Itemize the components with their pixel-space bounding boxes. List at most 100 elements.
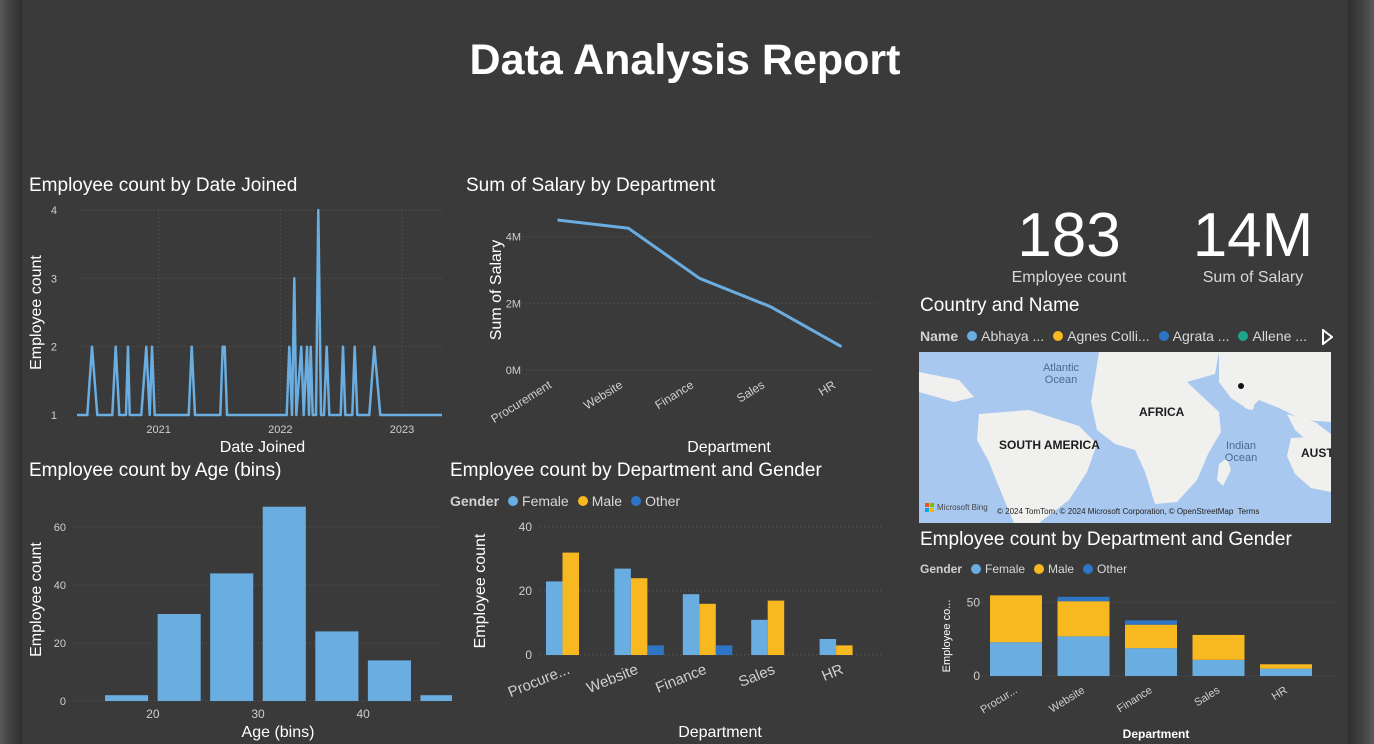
- x-tick-label: 2022: [268, 424, 292, 436]
- x-tick-label: Website: [581, 378, 625, 413]
- legend-item-other[interactable]: Other: [631, 493, 680, 509]
- x-axis-title: Department: [687, 439, 771, 456]
- bar: [699, 603, 716, 655]
- legend-label: Other: [645, 493, 681, 509]
- y-axis-title: Employee count: [28, 255, 45, 370]
- x-tick-label: HR: [819, 661, 846, 685]
- bar-segment: [1192, 659, 1245, 676]
- map-country-name[interactable]: Atlantic Ocean AFRICA SOUTH AMERICA Indi…: [919, 352, 1331, 523]
- x-axis-title: Department: [678, 724, 762, 741]
- chart-age-bins[interactable]: 0 20 40 60 20 30 40 Age (bins) Employee count: [22, 488, 452, 744]
- kpi-card-employee-count[interactable]: 183 Employee count: [990, 205, 1148, 287]
- report-title: Data Analysis Report: [469, 36, 901, 84]
- bar-segment: [1125, 624, 1177, 649]
- bar: [367, 660, 411, 701]
- legend-gender-clustered: Gender Female Male Other: [450, 493, 684, 509]
- legend-label: Abhaya ...: [981, 328, 1045, 344]
- legend-name: Name Abhaya ... Agnes Colli... Agrata ..…: [920, 328, 1311, 344]
- legend-label: Male: [1048, 562, 1075, 576]
- legend-item-name[interactable]: Abhaya ...: [967, 328, 1044, 344]
- bar: [715, 645, 733, 655]
- bar: [630, 578, 648, 655]
- kpi-label: Sum of Salary: [1202, 269, 1304, 286]
- x-tick-label: 2023: [390, 424, 414, 436]
- map-land-shapes: [919, 352, 1331, 523]
- series-line: [77, 208, 442, 417]
- legend-dot: [508, 496, 519, 506]
- y-axis-title: Employee count: [472, 533, 489, 648]
- bar: [682, 594, 700, 655]
- bar: [157, 614, 201, 701]
- bar: [614, 568, 631, 655]
- y-tick-label: 20: [519, 584, 533, 598]
- triangle-right-icon[interactable]: [1321, 329, 1333, 345]
- bing-label: Microsoft Bing: [937, 503, 988, 512]
- legend-item-female[interactable]: Female: [508, 493, 569, 509]
- chart-salary-by-department[interactable]: 0M 2M 4M Procurement Website Finance Sales HR De…: [452, 200, 892, 460]
- legend-label: Allene ...: [1252, 328, 1307, 344]
- legend-item-name[interactable]: Agnes Colli...: [1053, 328, 1150, 344]
- legend-dot: [1158, 331, 1169, 341]
- visual-title-country-name: Country and Name: [920, 295, 1080, 316]
- y-tick-label: 50: [967, 596, 981, 610]
- y-tick-label: 40: [54, 580, 66, 592]
- legend-dot: [1053, 331, 1064, 341]
- kpi-card-sum-of-salary[interactable]: 14M Sum of Salary: [1174, 205, 1332, 287]
- series-line: [557, 218, 843, 349]
- x-tick-label: Sales: [734, 378, 767, 406]
- bar: [836, 645, 853, 655]
- y-tick-label: 0M: [506, 365, 521, 377]
- bing-logo: Microsoft Bing: [925, 503, 988, 512]
- legend-dot: [1238, 331, 1249, 341]
- visual-title-dept-gender-stacked: Employee count by Department and Gender: [920, 529, 1292, 550]
- chart-dept-gender-stacked[interactable]: 0 50 Procur... Website Finance Sales HR Departm…: [912, 580, 1342, 744]
- map-point[interactable]: [1238, 383, 1244, 389]
- bar: [819, 639, 837, 655]
- x-tick-label: Finance: [652, 378, 696, 413]
- legend-item-name[interactable]: Allene ...: [1238, 328, 1307, 344]
- legend-dot: [1034, 564, 1045, 574]
- legend-label: Other: [1097, 562, 1128, 576]
- x-tick-label: Procure...: [506, 661, 573, 701]
- x-tick-label: HR: [1270, 684, 1290, 703]
- chart-dept-gender-clustered[interactable]: 0 20 40 Procure... Website Finance Sales HR Depa…: [442, 515, 892, 744]
- legend-item-male[interactable]: Male: [577, 493, 622, 509]
- map-attribution[interactable]: © 2024 TomTom, © 2024 Microsoft Corporat…: [997, 507, 1260, 516]
- visual-title-date-joined: Employee count by Date Joined: [29, 175, 298, 196]
- y-tick-label: 2M: [506, 298, 521, 310]
- bar: [262, 506, 306, 701]
- legend-title: Gender: [450, 493, 500, 509]
- kpi-value: 183: [1017, 201, 1121, 270]
- legend-label: Agrata ...: [1172, 328, 1230, 344]
- legend-label: Female: [985, 562, 1026, 576]
- legend-item-female[interactable]: Female: [971, 562, 1025, 576]
- y-axis-title: Employee count: [28, 542, 45, 657]
- window-edge-right: [1348, 0, 1374, 744]
- map-label-south-america: SOUTH AMERICA: [999, 438, 1100, 452]
- map-label-atlantic: Atlantic Ocean: [1042, 362, 1080, 386]
- bar: [105, 695, 149, 701]
- bar-segment: [990, 642, 1042, 676]
- x-tick-label: 30: [251, 707, 265, 721]
- x-tick-label: Finance: [653, 661, 709, 697]
- bar: [767, 600, 785, 655]
- visual-title-dept-gender-clustered: Employee count by Department and Gender: [450, 460, 822, 481]
- legend-item-name[interactable]: Agrata ...: [1158, 328, 1230, 344]
- y-tick-label: 3: [51, 273, 57, 285]
- legend-item-male[interactable]: Male: [1034, 562, 1074, 576]
- legend-label: Female: [522, 493, 569, 509]
- bar-segment: [1125, 620, 1177, 625]
- x-axis-title: Date Joined: [220, 439, 305, 456]
- map-label-aust: AUSTI: [1301, 446, 1331, 460]
- legend-dot: [577, 496, 588, 506]
- y-tick-label: 60: [54, 522, 66, 534]
- kpi-value: 14M: [1192, 201, 1314, 270]
- bar-segment: [1192, 634, 1245, 660]
- chart-date-joined[interactable]: 1 2 3 4 2021 2022 2023 Date Joined Employee coun…: [22, 200, 452, 460]
- legend-item-other[interactable]: Other: [1083, 562, 1127, 576]
- x-tick-label: Website: [584, 661, 640, 697]
- visual-title-salary-by-department: Sum of Salary by Department: [466, 175, 716, 196]
- legend-dot: [631, 496, 642, 506]
- bar-segment: [1057, 636, 1110, 676]
- bar-segment: [1057, 601, 1110, 637]
